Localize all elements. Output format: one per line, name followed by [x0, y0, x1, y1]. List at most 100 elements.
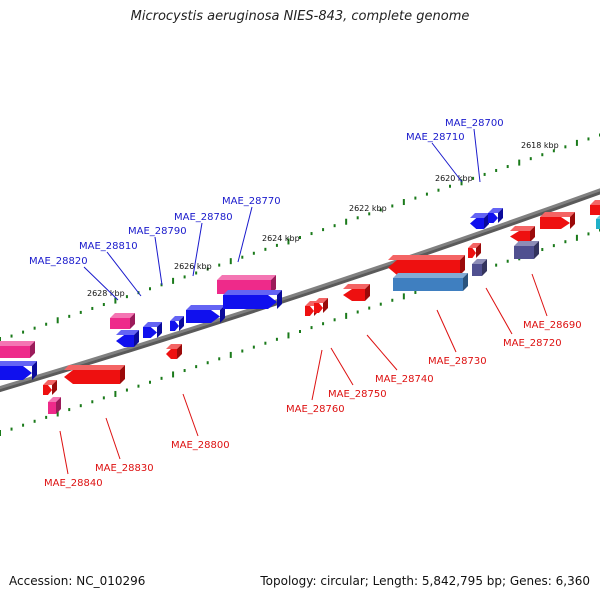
inner-tick	[575, 234, 578, 241]
inner-tick	[506, 259, 509, 263]
gene-arrow	[488, 213, 498, 223]
gene-arrow	[177, 344, 182, 359]
gene-arrow	[570, 212, 575, 229]
gene-block	[48, 397, 61, 402]
outer-tick	[56, 317, 59, 324]
gene-arrow	[120, 365, 125, 384]
inner-tick	[299, 330, 301, 333]
outer-tick	[379, 208, 382, 212]
gene-arrow	[143, 327, 157, 338]
outer-tick	[195, 271, 198, 275]
leader-line	[192, 222, 203, 277]
gene-block	[56, 397, 61, 414]
gene-block	[0, 341, 35, 346]
outer-tick	[368, 212, 371, 216]
outer-tick	[149, 287, 151, 291]
leader-line	[473, 128, 481, 183]
outer-tick	[529, 157, 532, 161]
gene-arrow	[186, 305, 225, 310]
leader-line	[105, 417, 121, 460]
inner-tick	[356, 310, 359, 314]
inner-tick	[0, 430, 1, 436]
outer-tick	[402, 199, 405, 206]
gene-arrow	[43, 385, 52, 395]
gene-arrow	[134, 330, 139, 347]
backbone-shadow	[0, 189, 600, 393]
gene-arrow	[116, 335, 134, 347]
outer-tick	[91, 306, 94, 310]
outer-tick	[552, 149, 555, 153]
outer-tick	[506, 165, 509, 169]
gene-arrow	[170, 316, 184, 321]
inner-tick	[552, 244, 555, 248]
outer-tick	[241, 255, 244, 259]
gene-arrow	[530, 226, 535, 242]
gene-arrow	[468, 248, 476, 258]
inner-tick	[149, 380, 151, 384]
gene-label: MAE_28700	[445, 118, 504, 129]
outer-tick	[218, 263, 221, 267]
gene-block	[393, 273, 468, 278]
gene-arrow	[0, 366, 32, 380]
inner-tick	[495, 263, 498, 267]
scale-label: 2620 kbp	[435, 174, 473, 183]
gene-block	[590, 200, 600, 205]
outer-tick	[68, 314, 71, 318]
outer-tick	[0, 337, 1, 343]
inner-tick	[587, 232, 590, 236]
gene-arrow	[166, 349, 177, 359]
inner-tick	[22, 423, 25, 427]
gene-block	[514, 246, 534, 259]
gene-label: MAE_28720	[503, 338, 562, 349]
gene-arrow	[343, 289, 365, 301]
gene-block	[482, 259, 487, 276]
gene-block	[110, 318, 130, 329]
gene-arrow	[470, 213, 489, 218]
leader-line	[311, 349, 323, 401]
gene-arrow	[540, 217, 570, 229]
outer-tick	[437, 188, 440, 192]
inner-tick	[287, 332, 290, 339]
gene-block	[534, 241, 539, 259]
gene-arrow	[343, 284, 370, 289]
gene-arrow	[43, 380, 57, 385]
inner-tick	[125, 388, 128, 392]
genome-summary: Topology: circular; Length: 5,842,795 bp…	[260, 574, 590, 588]
gene-block	[590, 205, 600, 215]
leader-line	[366, 334, 398, 371]
inner-tick	[322, 322, 325, 326]
gene-block	[596, 219, 600, 229]
outer-tick	[10, 334, 13, 338]
inner-tick	[137, 384, 140, 388]
inner-tick	[56, 410, 59, 417]
inner-tick	[206, 361, 209, 365]
gene-block	[271, 275, 276, 294]
outer-tick	[264, 247, 267, 251]
gene-block	[130, 313, 135, 329]
inner-tick	[45, 415, 48, 419]
scale-label: 2624 kbp	[262, 234, 300, 243]
leader-line	[237, 206, 253, 263]
inner-tick	[91, 400, 94, 404]
outer-tick	[414, 196, 417, 200]
gene-block	[514, 241, 539, 246]
outer-tick	[114, 297, 117, 304]
outer-tick	[125, 295, 128, 299]
outer-tick	[541, 153, 544, 157]
outer-tick	[206, 267, 209, 271]
inner-tick	[275, 337, 278, 341]
inner-tick	[391, 298, 394, 302]
gene-arrow	[32, 361, 37, 380]
gene-arrow	[484, 213, 489, 229]
gene-arrow	[170, 321, 179, 331]
scale-label: 2628 kbp	[87, 289, 125, 298]
gene-block	[48, 402, 56, 414]
gene-arrow	[220, 305, 225, 323]
gene-block	[463, 273, 468, 291]
leader-line	[531, 273, 548, 317]
gene-arrow	[116, 330, 139, 335]
gene-arrow	[540, 212, 575, 217]
gene-block	[217, 275, 276, 280]
inner-tick	[183, 369, 186, 373]
